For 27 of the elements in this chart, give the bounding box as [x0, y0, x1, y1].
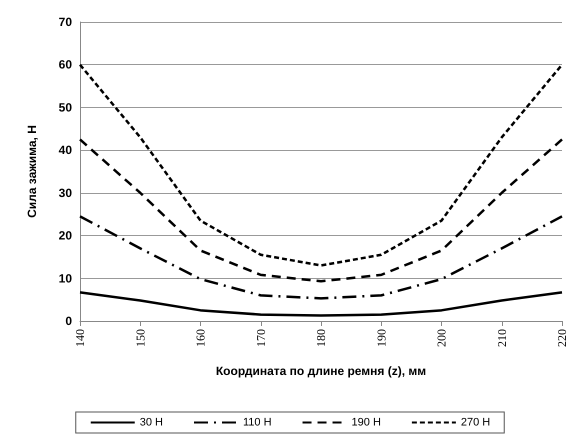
- x-tick-label: 170: [254, 329, 268, 347]
- line-series: [78, 138, 564, 283]
- y-tick-label: 10: [58, 271, 72, 286]
- x-tick-label: 210: [494, 329, 509, 347]
- x-axis-title: Координата по длине ремня (z), мм: [216, 364, 426, 378]
- line-series: [78, 215, 564, 300]
- y-tick-label: 60: [58, 58, 72, 72]
- x-tick-label: 160: [194, 329, 208, 347]
- legend-label: 30 Н: [140, 416, 164, 428]
- line-series: [78, 63, 564, 267]
- x-tick-label: 220: [555, 329, 569, 347]
- y-tick-label: 0: [65, 314, 72, 328]
- x-tick-label: 150: [133, 329, 148, 347]
- x-tick-label: 190: [374, 329, 388, 347]
- x-tick-label: 180: [314, 329, 328, 347]
- line-series: [78, 291, 564, 317]
- y-tick-label: 20: [58, 228, 72, 243]
- x-tick-label: 200: [434, 329, 448, 347]
- x-tick-label: 140: [73, 329, 87, 347]
- y-tick-label: 70: [58, 15, 72, 29]
- y-axis-title: Сила зажима, Н: [25, 125, 39, 218]
- y-tick-label: 50: [58, 100, 72, 114]
- legend-label: 110 Н: [242, 416, 272, 428]
- legend-label: 190 Н: [352, 416, 381, 428]
- legend-label: 270 Н: [460, 416, 490, 428]
- y-tick-label: 30: [58, 186, 72, 200]
- y-tick-label: 40: [58, 143, 72, 158]
